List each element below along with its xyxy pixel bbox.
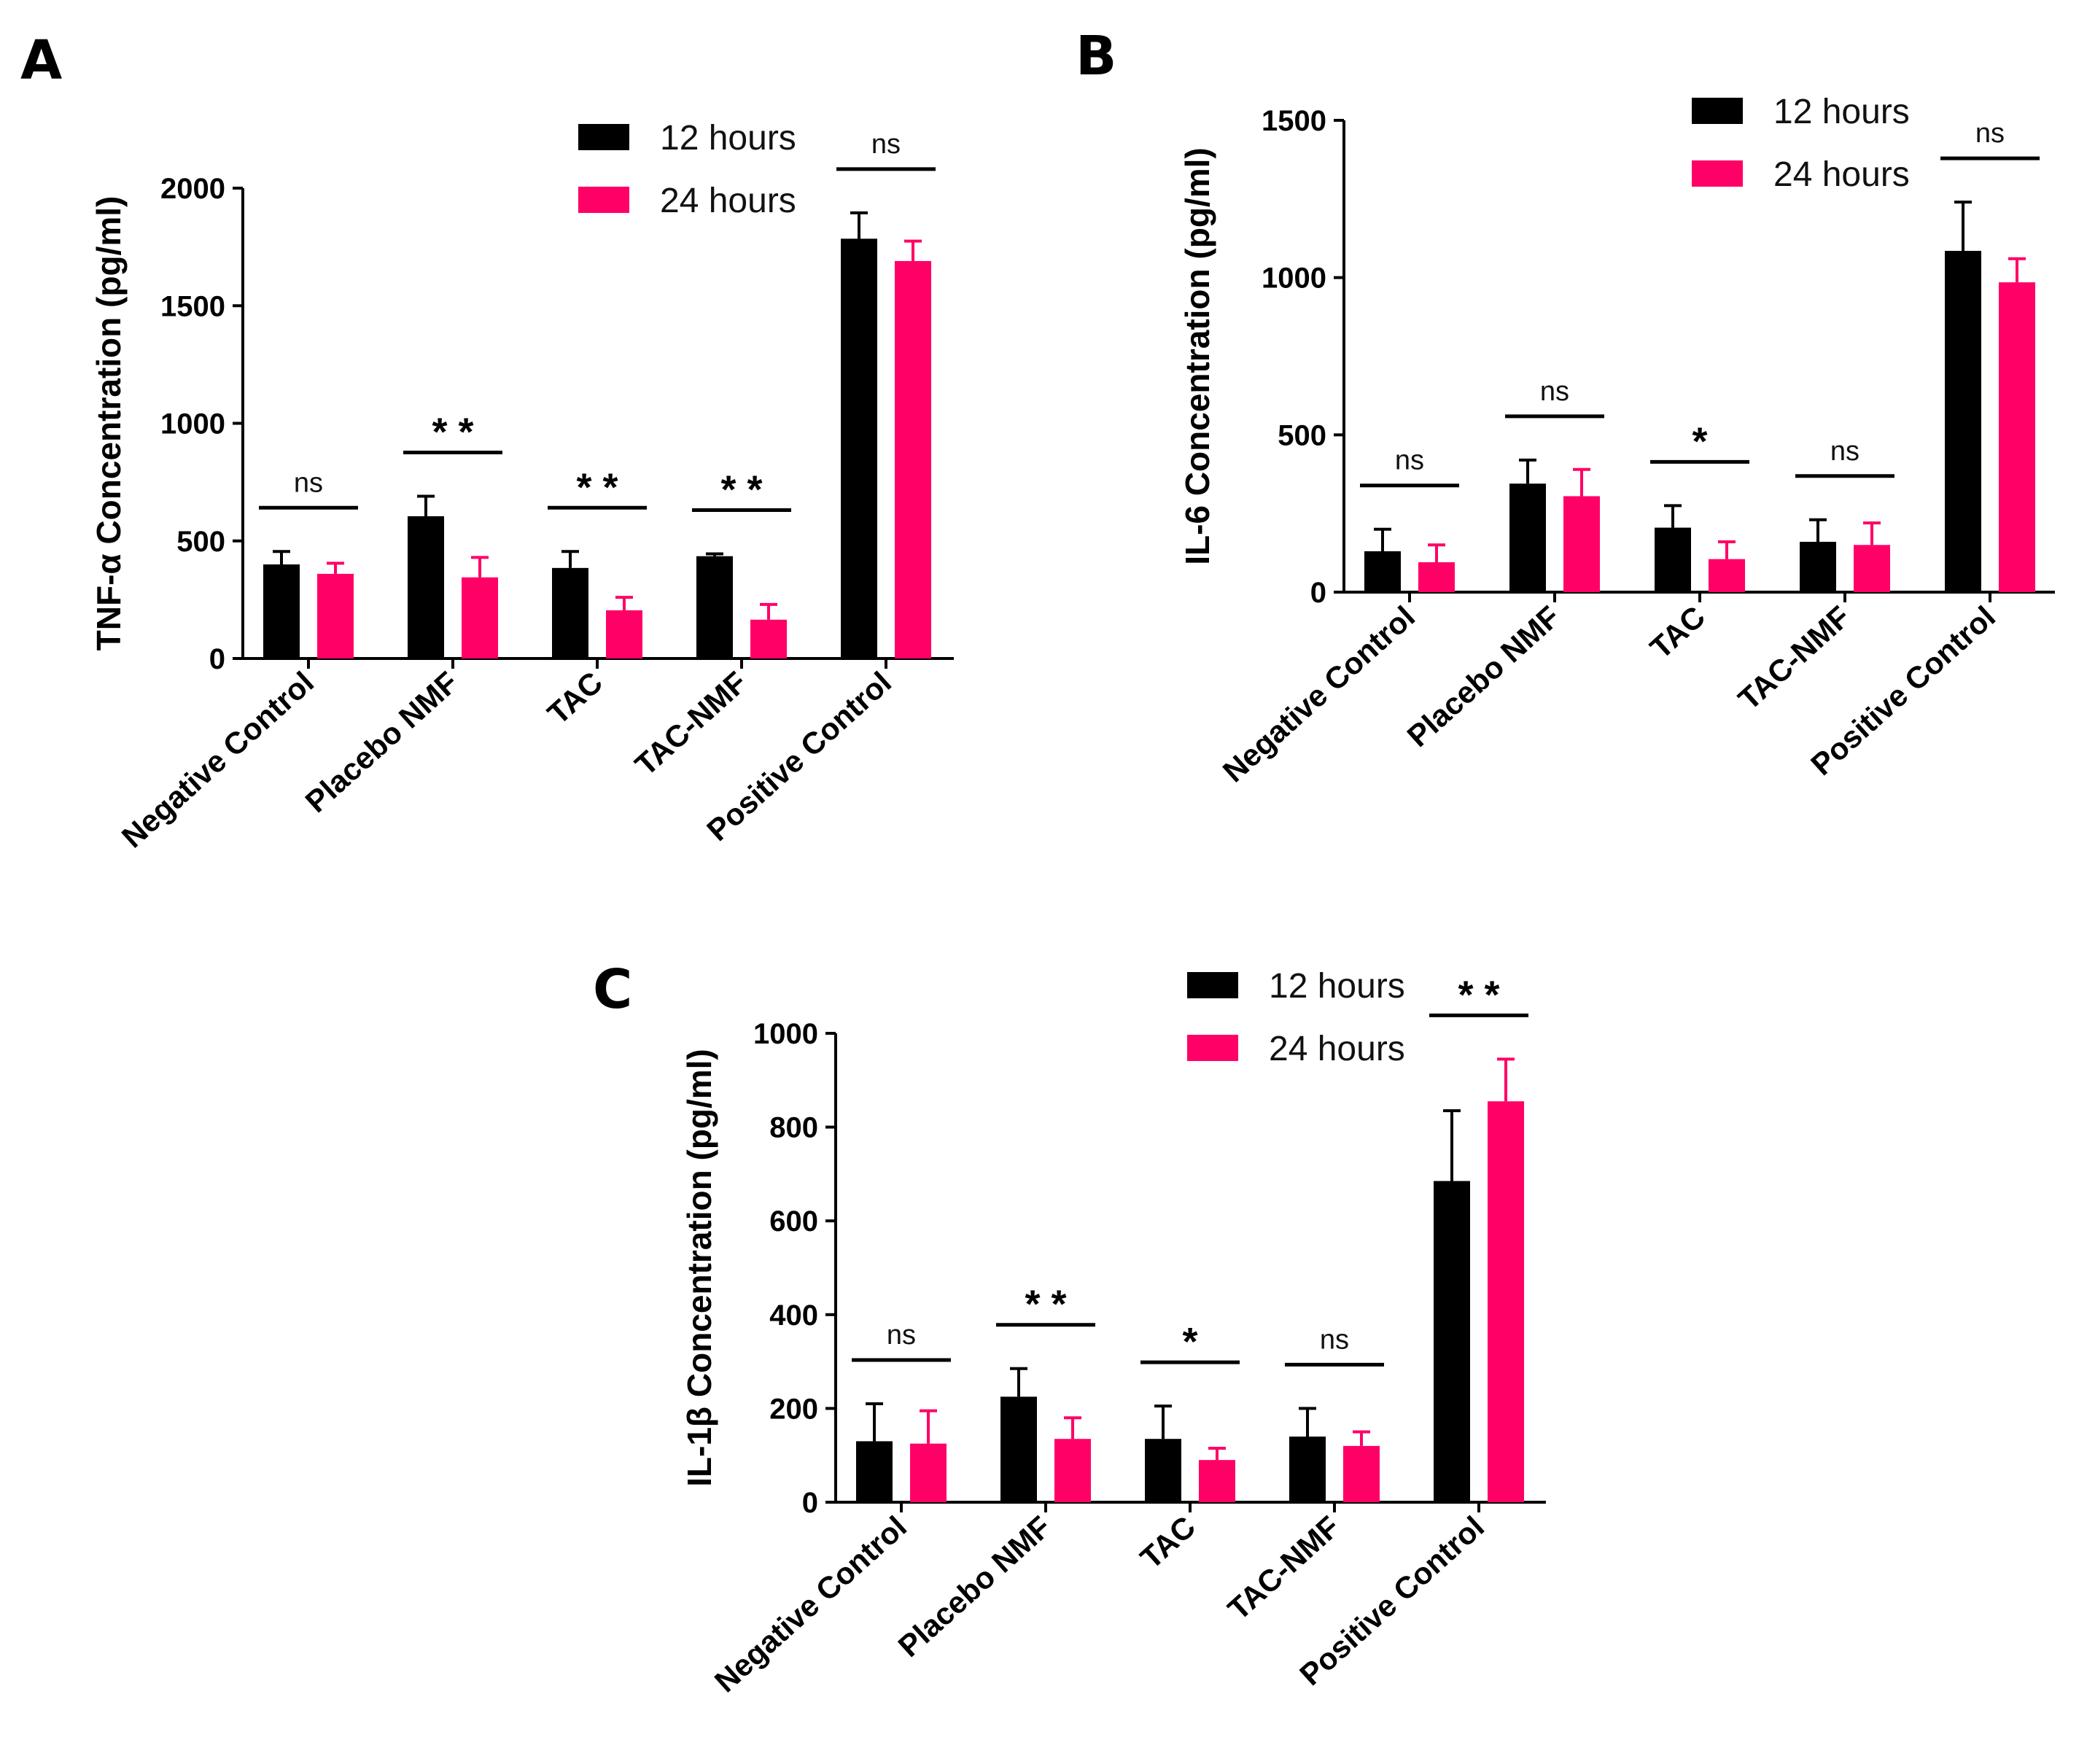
panel-c-legend-swatch <box>1187 1035 1238 1061</box>
panel-c-bar <box>1343 1445 1380 1502</box>
panel-b-significance-label: * <box>1692 419 1707 463</box>
panel-a-bar <box>750 619 787 658</box>
panel-b-category-label: Negative Control <box>1216 599 1421 789</box>
panel-a-significance-label: * * <box>576 465 618 509</box>
panel-b-category-label: Placebo NMF <box>1401 599 1566 753</box>
panel-c-bar <box>1434 1181 1470 1502</box>
panel-a-significance-label: * * <box>432 410 473 454</box>
panel-a-bar <box>895 260 931 659</box>
panel-b-significance-label: ns <box>1540 376 1569 407</box>
panel-a-bar <box>552 567 588 658</box>
panel-c-significance-label: ns <box>1320 1324 1349 1355</box>
panel-c-category-label: Negative Control <box>708 1509 913 1699</box>
panel-b-bar <box>1709 559 1745 592</box>
panel-c-y-tick-label: 1000 <box>753 1018 818 1050</box>
panel-c-y-tick-label: 400 <box>769 1299 818 1332</box>
panel-c-legend-label: 12 hours <box>1269 967 1405 1006</box>
panel-b-bar <box>1509 483 1546 592</box>
panel-a-y-tick-label: 2000 <box>160 173 225 205</box>
panel-c-label: C <box>593 958 632 1021</box>
panel-c-bar <box>1199 1460 1235 1502</box>
panel-a-category-label: TAC-NMF <box>629 665 753 782</box>
panel-c-y-axis-label: IL-1β Concentration (pg/ml) <box>680 1049 718 1487</box>
panel-a-bar <box>841 238 877 658</box>
panel-a-category-label: TAC <box>541 665 609 731</box>
panel-a-category-label: Negative Control <box>115 665 320 855</box>
panel-b-bar <box>1563 496 1600 592</box>
panel-b-legend-label: 12 hours <box>1773 93 1910 131</box>
panel-b-significance-label: ns <box>1395 446 1424 476</box>
panel-c-y-tick-label: 800 <box>769 1112 818 1144</box>
panel-a-y-tick-label: 1000 <box>160 408 225 440</box>
panel-a-bar <box>317 573 354 658</box>
panel-b-legend-swatch <box>1692 98 1743 124</box>
panel-a-legend-label: 12 hours <box>660 119 796 158</box>
panel-b-category-label: TAC-NMF <box>1732 599 1857 717</box>
panel-a-y-tick-label: 500 <box>176 526 225 558</box>
panel-c-y-tick-label: 600 <box>769 1205 818 1237</box>
panel-b-significance-label: ns <box>1830 436 1859 467</box>
panel-a-y-tick-label: 1500 <box>160 290 225 322</box>
panel-a-legend-swatch <box>578 187 629 213</box>
panel-a-legend-label: 24 hours <box>660 182 796 220</box>
panel-c-category-label: TAC-NMF <box>1221 1509 1346 1627</box>
panel-b-bar <box>1655 527 1691 592</box>
panel-c-bar <box>1145 1439 1181 1502</box>
panel-b-legend-label: 24 hours <box>1773 155 1910 194</box>
panel-c-category-label: TAC <box>1134 1509 1202 1576</box>
panel-c-bar <box>856 1441 893 1502</box>
panel-c-bar <box>1488 1101 1524 1502</box>
panel-b-label: B <box>1076 25 1116 88</box>
panel-c-legend-label: 24 hours <box>1269 1030 1405 1068</box>
panel-a-bar <box>696 556 733 658</box>
panel-b-chart: B 0 500 1000 1500 IL-6 Concentration (pg/ml) n… <box>1076 25 2055 789</box>
panel-a-label: A <box>20 29 62 92</box>
panel-a-y-axis-label: TNF-α Concentration (pg/ml) <box>90 196 128 651</box>
panel-b-bar <box>1800 541 1836 592</box>
panel-b-y-tick-label: 1500 <box>1262 105 1326 137</box>
panel-b-y-tick-label: 1000 <box>1262 263 1326 295</box>
panel-a-bar <box>408 516 444 658</box>
panel-a-category-label: Placebo NMF <box>299 665 465 819</box>
panel-b-bar <box>1418 562 1455 592</box>
panel-c-significance-label: ns <box>887 1320 916 1351</box>
panel-b-significance-label: ns <box>1975 118 2005 149</box>
panel-c-legend-swatch <box>1187 972 1238 998</box>
panel-c-significance-label: * * <box>1458 973 1499 1017</box>
panel-a-significance-label: ns <box>871 129 901 160</box>
panel-b-bar <box>1364 551 1401 592</box>
panel-a-legend-swatch <box>578 124 629 150</box>
panel-c-bar <box>1054 1439 1091 1502</box>
panel-a-chart: A 0 500 1000 1500 2000 TNF-α Concentration (pg… <box>20 29 954 855</box>
panel-b-bar <box>1999 282 2035 592</box>
panel-c-bar <box>910 1443 947 1502</box>
panel-b-y-tick-label: 0 <box>1310 577 1326 609</box>
panel-b-y-axis-label: IL-6 Concentration (pg/ml) <box>1178 147 1216 564</box>
panel-b-legend-swatch <box>1692 160 1743 187</box>
panel-b-bar <box>1854 545 1890 592</box>
panel-c-significance-label: * <box>1182 1320 1197 1364</box>
panel-a-bar <box>462 577 498 658</box>
panel-b-y-tick-label: 500 <box>1278 419 1326 451</box>
panel-b-category-label: TAC <box>1644 599 1711 666</box>
panel-c-y-tick-label: 200 <box>769 1393 818 1425</box>
panel-a-bar <box>263 564 300 658</box>
panel-a-bar <box>606 610 642 658</box>
panel-c-significance-label: * * <box>1025 1283 1066 1326</box>
panel-a-y-tick-label: 0 <box>209 643 225 675</box>
panel-c-y-tick-label: 0 <box>802 1487 818 1519</box>
panel-c-chart: C 0 200 400 600 800 1000 IL-1β Concentration (p… <box>593 958 1546 1699</box>
panel-c-bar <box>1289 1436 1326 1502</box>
panel-a-significance-label: * * <box>720 467 762 511</box>
panel-b-bar <box>1945 251 1981 592</box>
panel-c-category-label: Placebo NMF <box>892 1509 1057 1663</box>
panel-c-bar <box>1000 1396 1037 1502</box>
panel-a-significance-label: ns <box>294 467 323 498</box>
